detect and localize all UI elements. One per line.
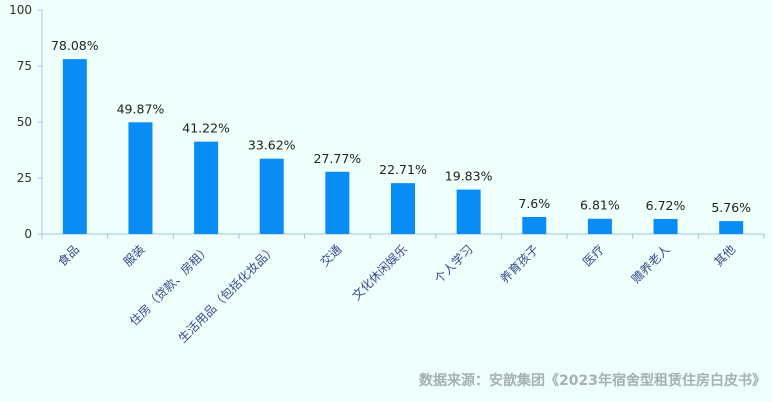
x-tick-label: 交通 bbox=[317, 242, 345, 270]
data-label: 41.22% bbox=[182, 121, 230, 136]
data-label: 33.62% bbox=[248, 138, 296, 153]
y-tick-label: 50 bbox=[17, 115, 32, 129]
x-tick-label: 其他 bbox=[711, 242, 738, 269]
bar bbox=[456, 189, 481, 234]
x-axis bbox=[41, 233, 765, 239]
y-axis: 0 25 50 75 100 bbox=[9, 3, 43, 241]
data-label: 27.77% bbox=[314, 151, 362, 166]
bar bbox=[522, 216, 547, 234]
data-label: 22.71% bbox=[379, 162, 427, 177]
bar bbox=[391, 183, 415, 234]
bar bbox=[719, 221, 744, 234]
data-label: 49.87% bbox=[117, 101, 165, 116]
x-tick-label: 食品 bbox=[54, 242, 82, 270]
data-label: 6.72% bbox=[646, 198, 686, 213]
bar bbox=[62, 59, 87, 234]
source-note: 数据来源：安歆集团《2023年宿舍型租赁住房白皮书》 bbox=[419, 373, 766, 389]
y-tick-label: 25 bbox=[17, 171, 32, 185]
bar bbox=[259, 158, 284, 234]
x-tick-label: 赡养老人 bbox=[628, 242, 673, 287]
x-tick-label: 医疗 bbox=[580, 242, 607, 269]
data-label: 6.81% bbox=[580, 198, 620, 213]
x-tick-label: 个人学习 bbox=[431, 242, 476, 287]
y-tick-label: 75 bbox=[17, 59, 32, 73]
data-label: 19.83% bbox=[445, 169, 493, 184]
y-tick-label: 100 bbox=[9, 3, 32, 17]
bar bbox=[653, 218, 678, 234]
x-tick-label: 养育孩子 bbox=[497, 242, 542, 287]
data-label: 5.76% bbox=[711, 200, 751, 215]
data-label: 78.08% bbox=[51, 38, 99, 53]
bars bbox=[62, 59, 744, 234]
data-labels: 78.08% 49.87% 41.22% 33.62% 27.77% 22.71% 19.8… bbox=[51, 38, 751, 215]
y-tick-label: 0 bbox=[24, 227, 32, 241]
bar bbox=[128, 122, 153, 234]
x-tick-label: 服装 bbox=[121, 242, 148, 269]
x-tick-label: 文化休闲娱乐 bbox=[349, 242, 411, 304]
data-label: 7.6% bbox=[518, 196, 550, 211]
bar bbox=[587, 218, 612, 234]
bar bbox=[194, 141, 219, 234]
bar bbox=[325, 171, 350, 234]
